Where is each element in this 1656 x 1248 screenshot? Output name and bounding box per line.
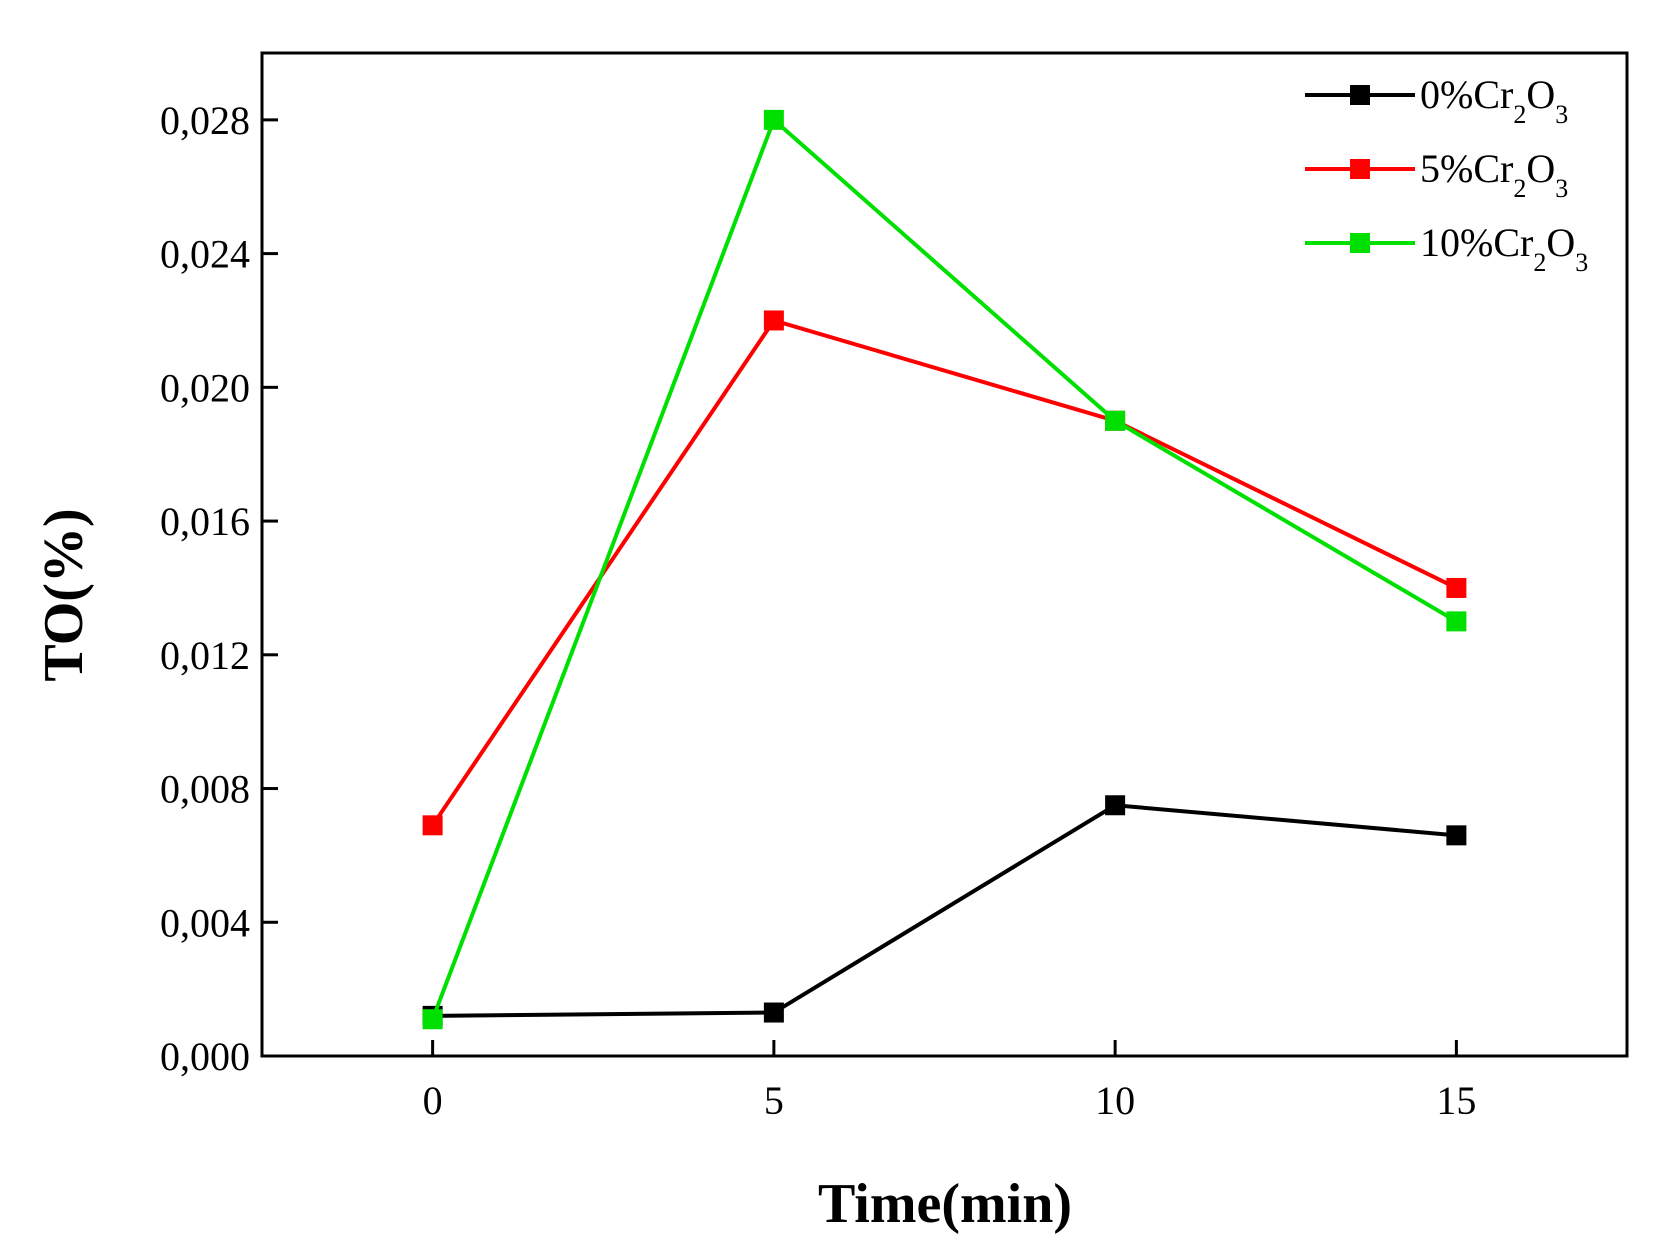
data-point — [1105, 795, 1126, 816]
legend-marker — [1350, 233, 1370, 253]
legend-item: 0%Cr2O3 — [1305, 72, 1568, 129]
series-5pctcr2o3 — [422, 310, 1467, 836]
y-tick-label: 0,012 — [160, 633, 250, 678]
plot-frame — [260, 51, 1629, 1058]
legend-item: 5%Cr2O3 — [1305, 146, 1568, 203]
series-line — [430, 318, 1458, 827]
x-tick-label: 5 — [764, 1078, 784, 1123]
y-tick-label: 0,008 — [160, 767, 250, 812]
y-tick-label: 0,016 — [160, 499, 250, 544]
legend-label: 5%Cr2O3 — [1420, 146, 1568, 203]
legend-label: 10%Cr2O3 — [1420, 220, 1588, 277]
legend-label: 0%Cr2O3 — [1420, 72, 1568, 129]
y-tick-label: 0,024 — [160, 232, 250, 277]
x-tick-label: 10 — [1095, 1078, 1135, 1123]
data-point — [422, 815, 443, 836]
y-tick-label: 0,004 — [160, 900, 250, 945]
data-point — [1105, 410, 1126, 431]
y-axis: 0,000 0,004 0,008 0,012 0,016 0,020 0,024 0,028 — [160, 98, 278, 1079]
series-line — [430, 116, 1458, 1020]
y-tick-label: 0,000 — [160, 1034, 250, 1079]
data-point — [422, 1009, 443, 1030]
x-tick-label: 15 — [1436, 1078, 1476, 1123]
y-tick-label: 0,028 — [160, 98, 250, 143]
data-point — [1446, 611, 1467, 632]
legend: 0%Cr2O3 5%Cr2O3 10%Cr2O3 — [1305, 72, 1588, 277]
data-point — [763, 1002, 784, 1023]
x-axis: 0 5 10 15 — [423, 1040, 1476, 1123]
x-axis-title: Time(min) — [818, 1173, 1072, 1235]
series-line — [432, 803, 1457, 1018]
series-0pctcr2o3 — [422, 795, 1467, 1026]
legend-marker — [1350, 85, 1370, 105]
legend-item: 10%Cr2O3 — [1305, 220, 1588, 277]
data-point — [1446, 577, 1467, 598]
y-axis-title: TO(%) — [33, 508, 95, 681]
series-layer — [422, 109, 1467, 1030]
data-point — [763, 310, 784, 331]
data-point — [1446, 825, 1467, 846]
x-tick-label: 0 — [423, 1078, 443, 1123]
data-point — [763, 109, 784, 130]
series-10pctcr2o3 — [422, 109, 1467, 1030]
y-tick-label: 0,020 — [160, 365, 250, 410]
legend-marker — [1350, 159, 1370, 179]
